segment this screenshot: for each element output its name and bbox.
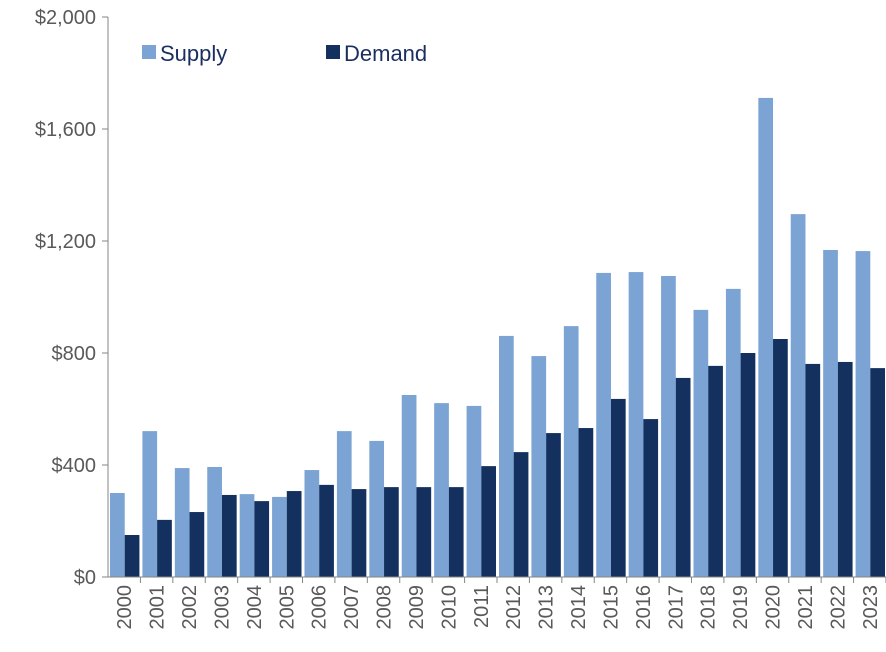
x-tick-label: 2006 [309, 585, 331, 630]
bar [855, 251, 871, 577]
legend-label: Demand [344, 41, 427, 66]
x-tick-label: 2017 [665, 585, 687, 630]
bar [546, 433, 561, 577]
bar [434, 403, 449, 577]
bar [189, 512, 205, 577]
bar [319, 484, 334, 577]
bar [384, 487, 399, 577]
x-tick-label: 2016 [633, 585, 655, 630]
x-tick-label: 2009 [406, 585, 428, 630]
bar [466, 405, 482, 577]
x-tick-label: 2021 [795, 585, 817, 630]
y-tick-label: $0 [74, 567, 96, 589]
bar [693, 309, 709, 577]
bar [336, 431, 352, 577]
bar [675, 377, 691, 577]
x-tick-label: 2007 [341, 585, 363, 630]
x-tick-label: 2019 [730, 585, 752, 630]
bar [870, 368, 885, 577]
x-tick-label: 2012 [503, 585, 525, 630]
bar [725, 288, 741, 577]
bar [837, 361, 853, 577]
x-tick-label: 2008 [374, 585, 396, 630]
y-tick-label: $800 [52, 343, 97, 365]
bar [448, 487, 464, 577]
bar [254, 501, 270, 577]
bar [207, 466, 222, 577]
x-tick-label: 2018 [698, 585, 720, 630]
bar [304, 470, 320, 577]
x-tick-label: 2004 [244, 585, 266, 630]
bar [157, 519, 172, 577]
bar [174, 468, 190, 577]
bar [110, 493, 125, 577]
bar [499, 335, 514, 577]
bar [628, 272, 644, 577]
bar [481, 466, 496, 577]
bar [758, 97, 774, 578]
bar [221, 494, 237, 577]
bar [563, 326, 579, 577]
x-tick-label: 2000 [114, 585, 136, 630]
bar [239, 494, 255, 577]
bar [416, 487, 432, 577]
x-tick-label: 2015 [600, 585, 622, 630]
bar [805, 363, 821, 577]
y-tick-label: $400 [52, 455, 97, 477]
bar [531, 356, 547, 577]
bar [708, 365, 723, 577]
bar [596, 272, 611, 577]
bar [401, 395, 417, 577]
bar [823, 249, 838, 577]
x-tick-label: 2014 [568, 585, 590, 630]
bar [740, 353, 756, 577]
x-tick-label: 2020 [763, 585, 785, 630]
bar [578, 428, 594, 577]
bar [790, 214, 806, 577]
x-tick-label: 2011 [471, 585, 493, 628]
bar [513, 452, 529, 577]
bar [773, 339, 788, 577]
bar [124, 535, 140, 577]
bar [351, 489, 367, 577]
x-tick-label: 2022 [827, 585, 849, 630]
bar [610, 398, 626, 577]
x-tick-label: 2001 [147, 585, 169, 630]
y-tick-label: $2,000 [35, 7, 96, 29]
bar [142, 431, 158, 577]
bar [369, 440, 385, 577]
bar [272, 496, 287, 577]
bar [643, 419, 659, 577]
bar [286, 491, 302, 577]
y-tick-label: $1,200 [35, 231, 96, 253]
x-tick-label: 2010 [438, 585, 460, 630]
y-tick-label: $1,600 [35, 119, 96, 141]
legend-swatch [326, 45, 340, 59]
legend-swatch [142, 45, 156, 59]
x-tick-label: 2013 [536, 585, 558, 630]
legend-label: Supply [160, 41, 227, 66]
x-tick-label: 2003 [211, 585, 233, 630]
x-tick-label: 2023 [860, 585, 882, 630]
x-tick-label: 2002 [179, 585, 201, 630]
bar [661, 276, 676, 577]
x-tick-label: 2005 [276, 585, 298, 630]
